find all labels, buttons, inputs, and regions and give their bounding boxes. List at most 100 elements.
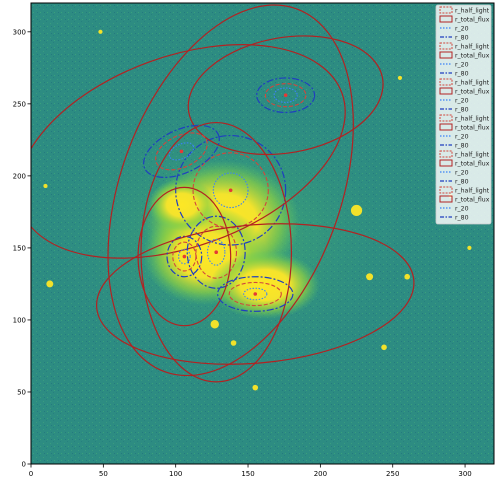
legend-label: r_total_flux [455,52,490,59]
legend-label: r_half_light [455,187,490,194]
star-2 [366,273,374,281]
source-3-center [214,250,218,255]
source-4-center [182,254,187,259]
star-10 [467,245,472,251]
legend-swatch-r-total-flux [439,87,453,95]
source-centers [179,93,288,296]
source-1-r-half-light-ellipse [264,83,307,108]
source-3-r-half-light-ellipse [195,225,238,279]
source-0-r-80-ellipse [175,134,287,246]
source-2-r-20-ellipse [168,142,195,161]
legend-label: r_half_light [455,151,490,158]
legend-swatch-r-half-light [439,78,453,86]
source-3-r-80-ellipse [186,215,246,289]
source-1-r-total-flux-ellipse [187,35,384,156]
legend-swatch-r-total-flux [439,195,453,203]
source-2-center [179,149,184,154]
legend-label: r_80 [455,106,469,113]
galaxy-core-glow-4 [148,179,216,231]
y-tick-label: 250 [13,100,26,108]
source-5-r-total-flux-ellipse [96,223,415,365]
source-0-center [228,188,233,193]
x-tick-label: 100 [169,470,182,478]
x-tick-label: 50 [99,470,108,478]
source-2-r-total-flux-ellipse [31,44,346,259]
legend-label: r_20 [455,133,469,140]
legend-swatch-r-total-flux [439,123,453,131]
y-axis: 0 50 100 150 200 250 300 [13,28,31,469]
source-4-r-half-light-ellipse [172,241,197,272]
legend-label: r_80 [455,178,469,185]
legend-swatch-r-half-light [439,114,453,122]
star-5 [381,344,387,351]
source-5-r-20-ellipse [243,287,268,301]
legend-swatch-r-total-flux [439,51,453,59]
x-tick-label: 0 [29,470,33,478]
legend-swatch-r-half-light [439,6,453,14]
legend-label: r_20 [455,169,469,176]
legend-label: r_20 [455,205,469,212]
legend-label: r_20 [455,61,469,68]
y-tick-label: 300 [13,28,26,36]
source-3-r-total-flux-ellipse [140,121,293,383]
legend-label: r_80 [455,34,469,41]
y-tick-label: 0 [22,461,26,469]
source-5-center [253,292,258,296]
aperture-ellipses [31,4,415,383]
star-1 [46,280,54,288]
y-tick-label: 100 [13,316,26,324]
y-tick-label: 150 [13,244,26,252]
x-tick-label: 150 [241,470,254,478]
source-0-r-half-light-ellipse [192,152,269,229]
legend-swatch-r-total-flux [439,15,453,23]
legend-label: r_20 [455,97,469,104]
legend-label: r_half_light [455,7,490,14]
y-tick-label: 50 [17,388,26,396]
source-0-r-20-ellipse [212,172,249,209]
star-12 [98,29,103,34]
legend-swatch-r-half-light [439,186,453,194]
legend-swatch-r-total-flux [439,159,453,167]
star-7 [404,273,410,280]
star-8 [43,183,48,189]
source-4-r-20-ellipse [178,248,191,265]
source-1-center [283,93,288,97]
x-tick-label: 250 [386,470,399,478]
legend-swatch-r-half-light [439,150,453,158]
plot-frame [30,2,495,465]
source-4-r-total-flux-ellipse [137,186,232,327]
star-3 [210,320,219,329]
legend-label: r_total_flux [455,88,490,95]
legend-label: r_80 [455,70,469,77]
source-2-r-80-ellipse [143,124,220,178]
star-0 [350,204,363,217]
legend: r_half_light r_total_flux r_20 r_80 r_half_l… [435,4,492,225]
legend-label: r_half_light [455,79,490,86]
y-tick-label: 200 [13,172,26,180]
source-5-r-half-light-ellipse [228,281,282,307]
source-1-r-80-ellipse [256,77,316,114]
legend-label: r_total_flux [455,196,490,203]
background-stars [43,29,472,391]
legend-label: r_20 [455,25,469,32]
legend-label: r_half_light [455,43,490,50]
star-11 [397,75,403,81]
source-5-r-80-ellipse [217,276,294,312]
legend-box [435,4,492,225]
legend-label: r_80 [455,142,469,149]
legend-swatch-r-half-light [439,42,453,50]
source-1-r-20-ellipse [273,87,298,103]
legend-label: r_half_light [455,115,490,122]
star-9 [230,340,237,346]
source-2-r-half-light-ellipse [155,132,208,171]
legend-label: r_total_flux [455,160,490,167]
x-axis: 0 50 100 150 200 250 300 [29,464,472,478]
legend-label: r_total_flux [455,124,490,131]
x-tick-label: 200 [314,470,327,478]
star-4 [252,384,259,391]
legend-label: r_80 [455,214,469,221]
source-3-r-20-ellipse [206,238,226,266]
x-tick-label: 300 [458,470,471,478]
plot-area: 0 50 100 150 200 250 300 0 50 100 150 200 250 300 [13,2,495,478]
